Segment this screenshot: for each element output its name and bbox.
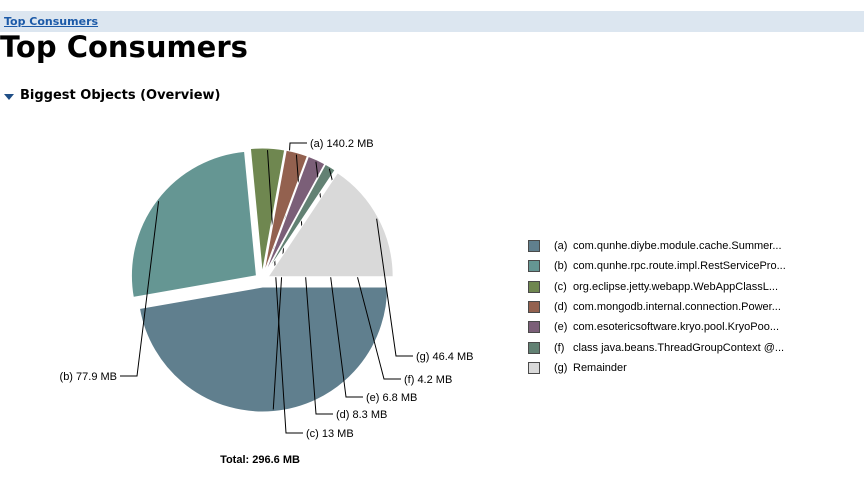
legend-swatch	[528, 321, 540, 334]
section-toggle[interactable]: Biggest Objects (Overview)	[4, 88, 220, 103]
section-title: Biggest Objects (Overview)	[20, 88, 221, 103]
page-title: Top Consumers	[0, 30, 248, 64]
slice-label-c: (c) 13 MB	[306, 428, 354, 440]
legend-swatch	[528, 341, 540, 354]
pie-slice-c[interactable]	[249, 147, 286, 274]
slice-label-d: (d) 8.3 MB	[336, 409, 387, 421]
legend-swatch	[528, 361, 540, 374]
slice-label-b: (b) 77.9 MB	[60, 371, 117, 383]
legend-swatch	[528, 260, 540, 273]
legend-swatch	[528, 301, 540, 314]
slice-label-a: (a) 140.2 MB	[310, 138, 374, 150]
leader-line-b	[120, 201, 160, 377]
legend-key: (g)	[554, 361, 568, 374]
legend-key: (c)	[554, 280, 567, 293]
legend-item-b[interactable]: (b) com.qunhe.rpc.route.impl.RestServiceP…	[528, 256, 786, 276]
legend-key: (a)	[554, 240, 568, 253]
triangle-down-icon[interactable]	[4, 93, 14, 100]
pie-slice-e[interactable]	[264, 155, 326, 274]
leader-line-g	[376, 218, 413, 357]
legend-label: com.qunhe.diybe.module.cache.Summer...	[573, 240, 782, 253]
breadcrumb-link-top-consumers[interactable]: Top Consumers	[4, 15, 99, 28]
legend-item-a[interactable]: (a) com.qunhe.diybe.module.cache.Summer..…	[528, 236, 786, 256]
slice-label-f: (f) 4.2 MB	[404, 374, 452, 386]
breadcrumb-bar: Top Consumers	[0, 11, 864, 32]
legend-item-f[interactable]: (f) class java.beans.ThreadGroupContext @…	[528, 337, 786, 357]
legend-item-e[interactable]: (e) com.esotericsoftware.kryo.pool.KryoPo…	[528, 317, 786, 337]
legend-label: com.mongodb.internal.connection.Power...	[573, 301, 781, 314]
legend-item-g[interactable]: (g) Remainder	[528, 358, 786, 378]
legend-item-d[interactable]: (d) com.mongodb.internal.connection.Power…	[528, 297, 786, 317]
legend-key: (f)	[554, 341, 565, 354]
legend-swatch	[528, 280, 540, 293]
legend-label: Remainder	[573, 361, 627, 374]
legend-label: com.qunhe.rpc.route.impl.RestServicePro.…	[573, 260, 786, 273]
pie-slice-g[interactable]	[267, 172, 394, 278]
legend-key: (b)	[554, 260, 568, 273]
legend-key: (e)	[554, 321, 568, 334]
legend-swatch	[528, 240, 540, 253]
pie-slice-d[interactable]	[263, 149, 309, 274]
slice-label-e: (e) 6.8 MB	[366, 392, 417, 404]
legend-label: class java.beans.ThreadGroupContext @...	[573, 341, 785, 354]
legend-key: (d)	[554, 301, 568, 314]
total-label: Total: 296.6 MB	[220, 454, 300, 466]
legend-item-c[interactable]: (c) org.eclipse.jetty.webapp.WebAppClassL…	[528, 277, 786, 297]
legend-label: org.eclipse.jetty.webapp.WebAppClassL...	[573, 280, 779, 293]
legend-label: com.esotericsoftware.kryo.pool.KryoPoo..…	[573, 321, 780, 334]
pie-chart: (a) 140.2 MB (b) 77.9 MB (c) 13 MB (d) 8.3 …	[60, 138, 474, 466]
slice-label-g: (g) 46.4 MB	[416, 351, 473, 363]
pie-slice-a[interactable]	[138, 286, 389, 413]
pie-slice-f[interactable]	[265, 163, 336, 275]
chart-legend: (a) com.qunhe.diybe.module.cache.Summer..…	[528, 236, 786, 378]
pie-slice-b[interactable]	[130, 150, 257, 298]
